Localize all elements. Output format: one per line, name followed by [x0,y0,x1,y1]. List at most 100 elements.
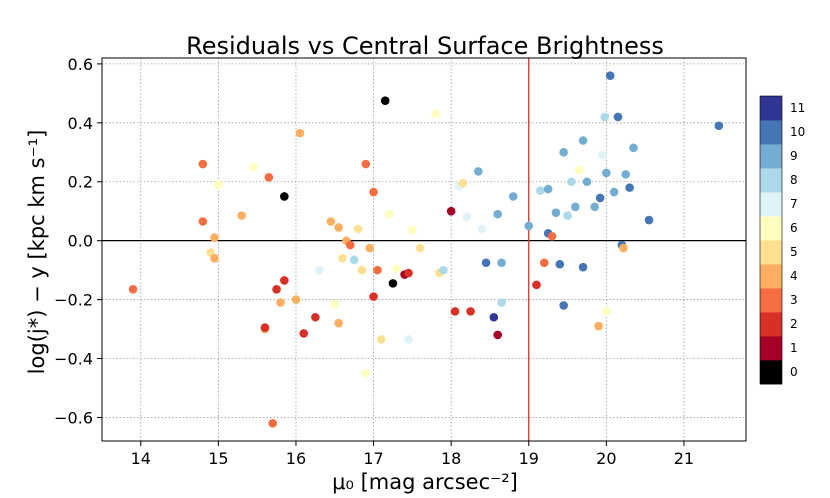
data-point [299,329,309,338]
data-point [594,321,603,331]
data-point [198,217,208,226]
colorbar-tick-label: 8 [790,173,798,187]
x-tick-label: 19 [519,449,539,468]
data-point [369,292,378,301]
colorbar-swatch [760,240,782,265]
colorbar-tick-label: 10 [790,125,805,139]
data-point [595,193,605,203]
colorbar-tick-label: 7 [790,197,798,211]
data-point [365,243,374,253]
colorbar-tick-label: 2 [790,317,798,331]
data-point [392,264,402,273]
colorbar-tick-label: 1 [790,341,798,355]
x-axis-ticks: 14 15 16 17 18 19 20 21 [131,441,694,468]
data-point [357,265,367,275]
data-point [600,112,610,122]
data-point [334,318,343,328]
colorbar-swatch [760,192,782,217]
data-point [237,211,246,220]
x-tick-label: 21 [674,449,694,468]
data-point [567,177,576,187]
data-point [508,192,518,201]
data-point [353,224,363,234]
data-point [571,202,580,212]
data-point [714,121,724,131]
data-point [330,299,340,309]
data-point [345,240,355,250]
data-point [582,177,592,187]
x-tick-label: 15 [208,449,228,468]
data-point [625,183,634,192]
data-point [295,128,305,138]
data-point [629,143,638,153]
data-point [619,243,628,253]
data-point [458,178,468,188]
y-tick-label: 0.6 [68,55,93,74]
data-point [450,307,460,316]
colorbar-swatch [760,168,782,193]
data-point [497,298,506,307]
data-point [326,217,336,226]
data-point [415,243,425,253]
colorbar-tick-label: 0 [790,365,798,379]
data-point [446,206,456,216]
colorbar-tick-label: 4 [790,269,798,283]
data-point [559,301,568,310]
data-point [555,259,565,269]
data-point [524,221,534,231]
x-axis-label: μ₀ [mag arcsec⁻²] [332,470,518,494]
x-tick-label: 20 [596,449,616,468]
y-axis-ticks: −0.6 −0.4 −0.2 0.0 0.2 0.4 0.6 [54,55,102,427]
data-point [264,173,274,182]
colorbar-tick-label: 6 [790,221,798,235]
data-point [272,284,281,294]
colorbar-swatch [760,120,782,145]
data-point [489,312,499,322]
data-point [466,307,475,316]
data-point [574,165,584,175]
data-point [609,187,619,197]
x-tick-label: 14 [131,449,151,468]
data-point [559,147,568,157]
y-axis-label: log(j*) − y [kpc km s⁻¹] [25,130,49,375]
data-point [644,215,654,225]
data-point [598,150,607,160]
data-point [128,284,138,294]
chart-title: Residuals vs Central Surface Brightness [186,32,664,60]
y-tick-label: −0.6 [54,408,93,427]
colorbar-swatch [760,336,782,361]
data-point [291,295,301,304]
y-tick-label: −0.2 [54,291,93,310]
data-point [384,209,394,219]
data-point [214,180,223,189]
data-point [380,96,390,106]
data-point [431,109,440,119]
data-point [439,265,448,275]
data-point [361,368,371,378]
data-point [210,233,219,243]
data-point [361,159,371,169]
colorbar-swatch [760,96,782,121]
data-point [404,268,413,278]
data-point [334,223,343,232]
data-point [338,254,347,263]
data-point [547,231,557,241]
data-point [481,258,491,268]
data-point [349,255,359,265]
data-point [532,280,541,290]
data-point [198,159,208,169]
data-point [280,192,289,201]
data-point [563,211,572,220]
data-point [590,202,599,212]
colorbar-swatch [760,144,782,169]
data-point [477,224,487,234]
data-point [578,262,588,272]
data-point [311,312,320,322]
data-point [536,186,545,195]
colorbar-swatch [760,288,782,313]
colorbar-swatch [760,312,782,337]
data-point [408,226,417,235]
colorbar-frame [759,95,783,385]
data-points [128,71,724,428]
